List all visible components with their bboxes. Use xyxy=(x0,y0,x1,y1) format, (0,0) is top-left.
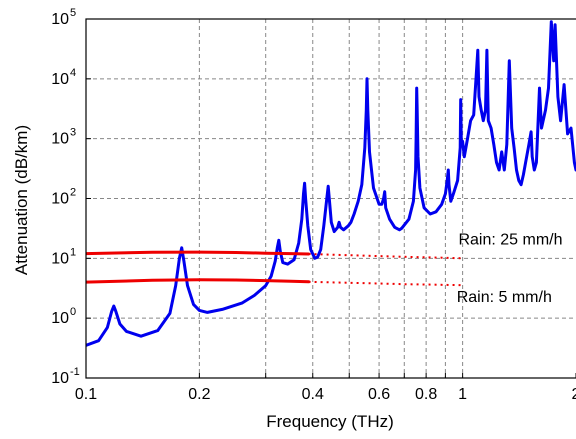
y-tick-base: 10 xyxy=(51,71,69,88)
y-axis-label: Attenuation (dB/km) xyxy=(12,125,31,275)
x-tick-label: 2 xyxy=(572,386,576,403)
annotation-label: Rain: 5 mm/h xyxy=(457,289,552,306)
y-tick-exponent: 0 xyxy=(70,306,76,318)
y-tick-base: 10 xyxy=(51,191,69,208)
x-tick-label: 0.2 xyxy=(188,386,210,403)
y-tick-base: 10 xyxy=(51,250,69,267)
y-tick-base: 10 xyxy=(51,310,69,327)
series-line-3 xyxy=(86,278,311,284)
series-group xyxy=(86,20,576,347)
y-tick-exponent: 5 xyxy=(70,7,76,19)
y-tick-label: 10 xyxy=(51,370,69,387)
y-tick-label: 10 xyxy=(51,250,69,267)
series-line-0 xyxy=(86,20,576,347)
series-line-1 xyxy=(86,250,311,256)
y-tick-label: 10 xyxy=(51,11,69,28)
annotation-label: Rain: 25 mm/h xyxy=(458,232,562,249)
annotations: Rain: 25 mm/h Rain: 5 mm/h xyxy=(457,232,563,307)
y-tick-label: 10 xyxy=(51,71,69,88)
x-tick-label: 0.1 xyxy=(75,386,97,403)
y-tick-base: 10 xyxy=(51,131,69,148)
y-tick-exponent: 3 xyxy=(70,127,76,139)
y-tick-base: 10 xyxy=(51,11,69,28)
y-tick-label: 10 xyxy=(51,191,69,208)
x-tick-label: 0.4 xyxy=(302,386,324,403)
y-tick-exponent: -1 xyxy=(70,366,80,378)
x-tick-label: 0.8 xyxy=(415,386,437,403)
y-tick-label: 10 xyxy=(51,310,69,327)
x-tick-label: 0.6 xyxy=(368,386,390,403)
y-tick-exponent: 1 xyxy=(70,246,76,258)
y-tick-base: 10 xyxy=(51,370,69,387)
y-tick-exponent: 2 xyxy=(70,187,76,199)
y-tick-exponent: 4 xyxy=(70,67,76,79)
x-axis-label: Frequency (THz) xyxy=(266,412,394,431)
x-tick-label: 1 xyxy=(458,386,467,403)
y-tick-label: 10 xyxy=(51,131,69,148)
